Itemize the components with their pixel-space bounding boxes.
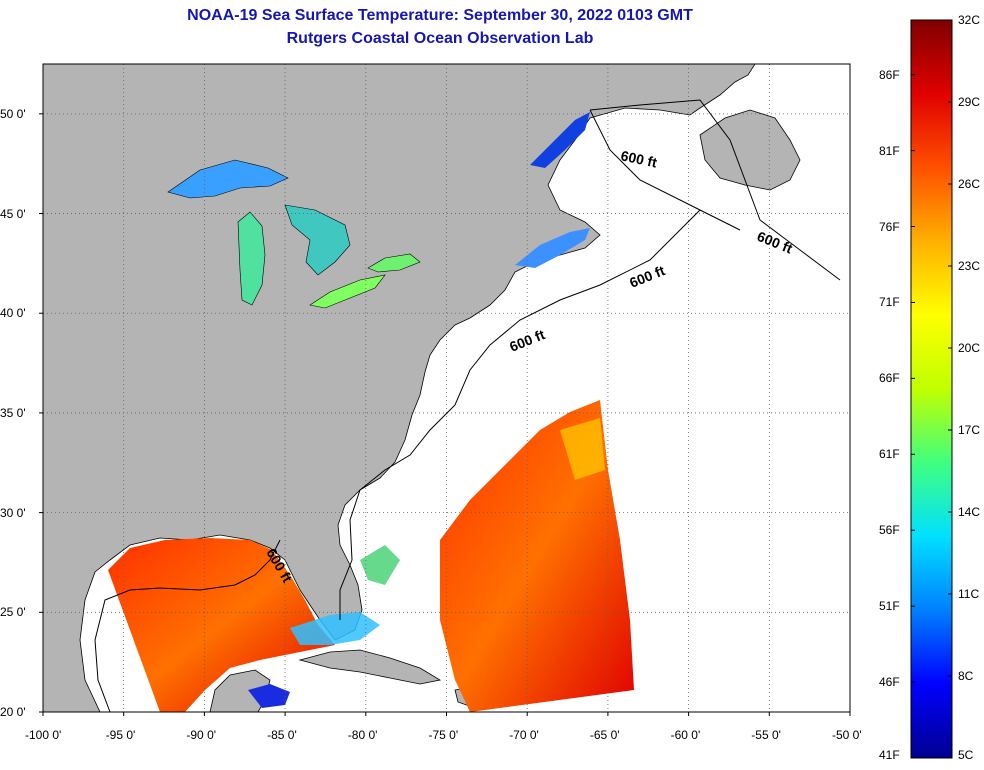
- colorbar-celsius-label: 23C: [958, 259, 981, 273]
- latitude-tick-label: 20 0': [0, 705, 26, 719]
- colorbar-celsius-label: 17C: [958, 423, 981, 437]
- colorbar-celsius-label: 14C: [958, 505, 981, 519]
- colorbar-celsius-label: 29C: [958, 95, 981, 109]
- lake-erie: [309, 274, 386, 309]
- lake-michigan: [237, 211, 266, 306]
- gulf-cool-band: [290, 612, 380, 645]
- colorbar-fahrenheit-label: 66F: [879, 371, 900, 386]
- latitude-tick-label: 35 0': [0, 405, 26, 420]
- colorbar-fahrenheit-label: 41F: [879, 748, 900, 762]
- colorbar-celsius-label: 8C: [958, 669, 974, 683]
- colorbar-fahrenheit-label: 86F: [879, 67, 900, 82]
- longitude-tick-label: -95 0': [105, 728, 136, 742]
- longitude-tick-label: -70 0': [509, 728, 539, 742]
- longitude-tick-label: -90 0': [186, 728, 217, 742]
- atlantic-sst-swath: [440, 400, 634, 712]
- colorbar-fahrenheit-label: 46F: [879, 675, 900, 690]
- colorbar-fahrenheit-label: 61F: [879, 447, 900, 462]
- colorbar-celsius-label: 20C: [958, 341, 981, 355]
- longitude-tick-label: -55 0': [751, 728, 781, 742]
- map-title: NOAA-19 Sea Surface Temperature: Septemb…: [187, 7, 693, 24]
- st-lawrence-sst: [530, 112, 590, 168]
- lake-huron: [284, 204, 351, 276]
- colorbar-celsius-label: 11C: [958, 587, 980, 601]
- latitude-tick-label: 30 0': [0, 505, 26, 520]
- colorbar-celsius-label: 5C: [958, 748, 974, 762]
- isobath-600ft: [94, 99, 841, 712]
- land-cuba: [298, 649, 442, 685]
- colorbar-celsius-label: 26C: [958, 177, 981, 191]
- longitude-tick-label: -50 0': [832, 728, 862, 742]
- longitude-tick-label: -75 0': [428, 728, 459, 742]
- axis-ticks: [39, 113, 851, 716]
- lake-superior: [167, 159, 289, 199]
- map-subtitle: Rutgers Coastal Ocean Observation Lab: [286, 30, 594, 47]
- colorbar-fahrenheit-label: 51F: [879, 599, 900, 614]
- longitude-tick-label: -85 0': [267, 728, 297, 742]
- gulf-stream-green: [360, 545, 400, 585]
- gulf-of-maine-sst: [515, 228, 590, 268]
- land-newfoundland: [699, 109, 801, 191]
- colorbar-ticks: [911, 19, 952, 759]
- contour-label: 600 ft: [619, 147, 658, 170]
- colorbar-celsius-label: 32C: [958, 13, 981, 27]
- longitude-tick-label: -65 0': [589, 728, 620, 742]
- land-yucatan: [209, 669, 271, 712]
- gulf-of-mexico-sst: [108, 538, 335, 712]
- latitude-tick-label: 40 0': [0, 306, 26, 321]
- longitude-tick-label: -80 0': [347, 728, 378, 742]
- latitude-tick-label: 25 0': [0, 605, 26, 620]
- atlantic-yellow-streak: [560, 418, 605, 480]
- colorbar-fahrenheit-label: 56F: [879, 523, 900, 538]
- lake-ontario: [367, 253, 421, 273]
- colorbar-fahrenheit-label: 71F: [879, 295, 900, 310]
- longitude-tick-label: -100 0': [25, 728, 62, 742]
- colorbar: [910, 19, 953, 759]
- colorbar-fahrenheit-label: 81F: [879, 143, 900, 158]
- map-grid: [43, 64, 850, 712]
- latitude-tick-label: 45 0': [0, 206, 26, 221]
- latitude-tick-label: 50 0': [0, 106, 26, 121]
- longitude-tick-label: -60 0': [670, 728, 701, 742]
- colorbar-fahrenheit-label: 76F: [879, 219, 900, 234]
- yucatan-cold-patch: [248, 684, 290, 708]
